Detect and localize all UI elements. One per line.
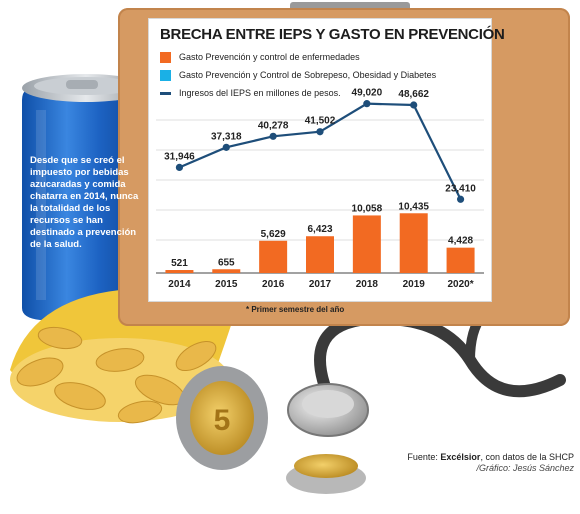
bar-label-2014: 521 — [171, 258, 188, 269]
bar-2015 — [212, 269, 241, 273]
point-2020* — [456, 195, 465, 203]
legend-item-line: Ingresos del IEPS en millones de pesos. — [160, 84, 490, 102]
x-tick-label-2017: 2017 — [309, 279, 332, 290]
bar-2019 — [399, 213, 428, 273]
legend-label-secondary: Gasto Prevención y Control de Sobrepeso,… — [179, 70, 437, 80]
point-2016 — [269, 132, 277, 140]
line-label-2016: 40,278 — [258, 120, 289, 131]
legend-item-bars: Gasto Prevención y control de enfermedad… — [160, 48, 490, 66]
bar-label-2015: 655 — [218, 257, 235, 268]
chart-footnote: * Primer semestre del año — [246, 305, 345, 314]
source-outlet: Excélsior — [440, 452, 481, 462]
can-caption: Desde que se creó el impuesto por bebida… — [30, 155, 139, 250]
bar-2020* — [446, 247, 475, 273]
bar-label-2019: 10,435 — [398, 201, 429, 212]
legend-label-line: Ingresos del IEPS en millones de pesos. — [179, 88, 341, 98]
source-credit: Fuente: Excélsior, con datos de la SHCP … — [396, 452, 574, 474]
bar-2014 — [165, 270, 194, 273]
line-label-2015: 37,318 — [211, 131, 242, 142]
bar-2018 — [352, 215, 381, 273]
source-prefix: Fuente: — [407, 452, 441, 462]
bar-label-2017: 6,423 — [307, 224, 332, 235]
x-tick-label-2016: 2016 — [262, 279, 285, 290]
bar-2016 — [259, 240, 288, 273]
legend-label-bars: Gasto Prevención y control de enfermedad… — [179, 52, 360, 62]
legend-swatch-secondary — [160, 69, 171, 81]
chart-title: BRECHA ENTRE IEPS Y GASTO EN PREVENCIÓN — [160, 26, 505, 43]
chart-legend: Gasto Prevención y control de enfermedad… — [160, 48, 490, 102]
x-tick-label-2015: 2015 — [215, 279, 238, 290]
x-tick-label-2019: 2019 — [403, 279, 426, 290]
line-label-2020*: 23,410 — [445, 183, 476, 194]
point-2018 — [363, 100, 371, 108]
bar-label-2018: 10,058 — [352, 203, 383, 214]
x-tick-label-2014: 2014 — [168, 279, 191, 290]
point-2019 — [410, 101, 418, 109]
graphic-credit: /Gráfico: Jesús Sánchez — [476, 463, 574, 473]
point-2015 — [222, 143, 230, 151]
point-2014 — [175, 163, 184, 172]
bar-label-2016: 5,629 — [261, 229, 286, 240]
svg-text:5: 5 — [214, 404, 231, 437]
legend-swatch-bars — [160, 51, 171, 63]
x-tick-label-2018: 2018 — [356, 279, 379, 290]
coin-icon: 5 — [176, 366, 268, 470]
x-tick-label-2020*: 2020* — [448, 279, 474, 290]
bar-2017 — [306, 236, 334, 273]
point-2017 — [316, 128, 324, 136]
line-label-2014: 31,946 — [164, 151, 195, 162]
line-label-2018: 49,020 — [352, 88, 383, 99]
line-label-2017: 41,502 — [305, 116, 336, 127]
line-label-2019: 48,662 — [398, 89, 429, 100]
legend-item-secondary: Gasto Prevención y Control de Sobrepeso,… — [160, 66, 490, 84]
source-suffix: , con datos de la SHCP — [480, 452, 574, 462]
legend-swatch-line — [160, 91, 171, 95]
bar-label-2020*: 4,428 — [448, 236, 473, 247]
